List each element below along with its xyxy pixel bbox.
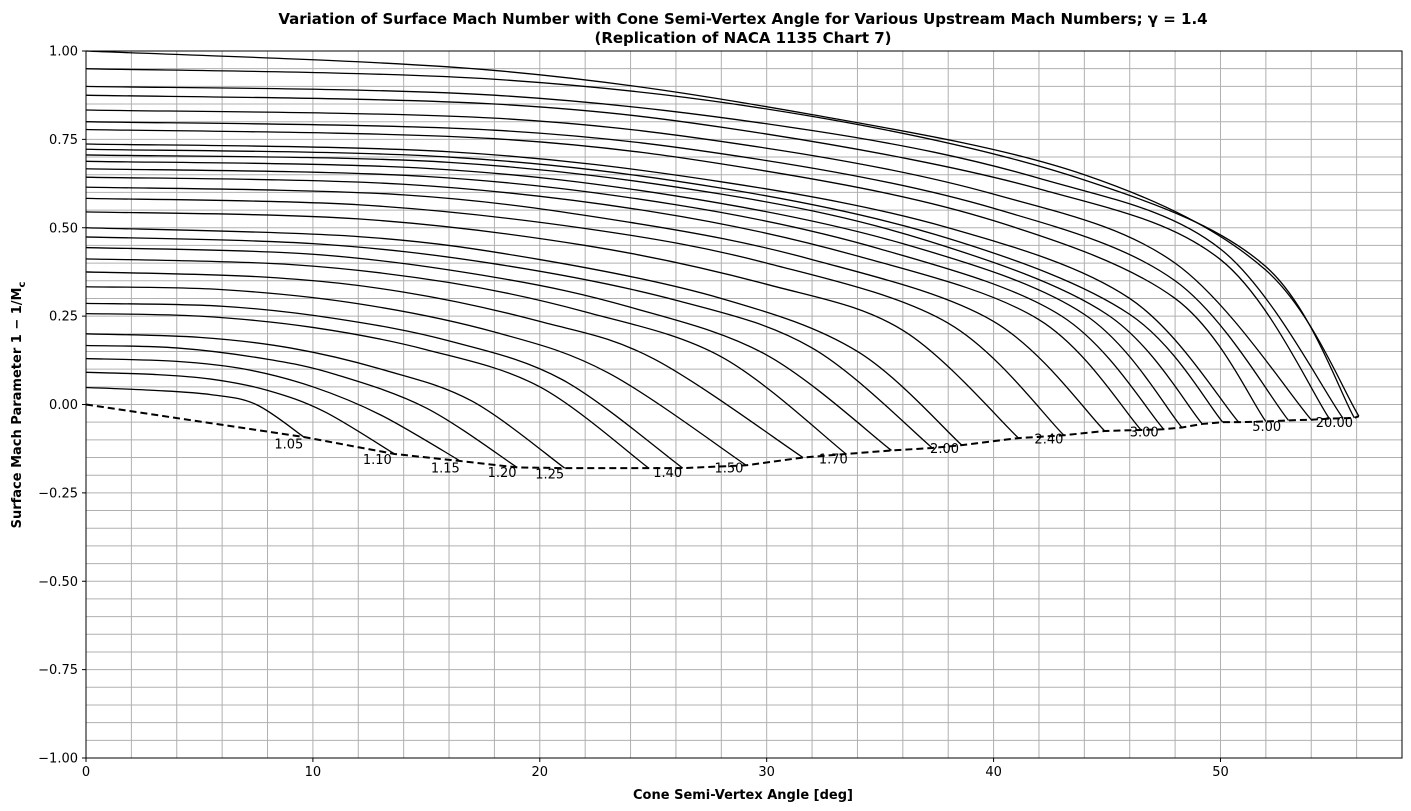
y-tick-label: 0.50 [49, 221, 78, 236]
x-tick-label: 40 [985, 765, 1002, 780]
y-tick-label: −0.50 [38, 575, 78, 590]
y-axis-label-sub: c [17, 282, 28, 288]
curve-label: 5.00 [1252, 420, 1281, 435]
series-line-13 [85, 211, 1019, 439]
series-line-6 [85, 302, 684, 469]
series-line-17 [85, 168, 1165, 430]
series-line-19 [85, 154, 1203, 425]
y-tick-label: 1.00 [49, 45, 78, 60]
x-tick-label: 0 [82, 765, 90, 780]
series-line-25 [85, 94, 1330, 420]
curve-label: 1.05 [274, 438, 303, 453]
series-line-9 [85, 258, 847, 455]
y-tick-label: 0.00 [49, 398, 78, 413]
y-tick-label: 0.25 [49, 310, 78, 325]
chart-title-line1: Variation of Surface Mach Number with Co… [278, 10, 1207, 28]
y-tick-label: −0.25 [38, 486, 78, 501]
curve-label: 1.40 [653, 466, 682, 481]
series-line-28 [85, 50, 1360, 417]
curve-label: 1.50 [715, 462, 744, 477]
series-line-14 [85, 197, 1065, 436]
series-line-16 [85, 176, 1142, 431]
series-line-2 [85, 357, 461, 462]
x-tick-label: 20 [532, 765, 549, 780]
series-line-27 [85, 68, 1355, 419]
series-line-24 [85, 109, 1312, 421]
curve-label: 3.00 [1130, 425, 1159, 440]
series-line-7 [85, 286, 747, 466]
curve-label: 2.00 [930, 442, 959, 457]
y-tick-label: 0.75 [49, 133, 78, 148]
series-line-21 [85, 143, 1240, 423]
series-line-5 [85, 313, 650, 469]
x-tick-label: 50 [1212, 765, 1229, 780]
series-line-15 [85, 186, 1106, 432]
curve-label: 1.25 [535, 468, 564, 483]
series-group [85, 50, 1360, 469]
x-tick-label: 30 [758, 765, 775, 780]
series-line-3 [85, 344, 518, 468]
series-line-12 [85, 227, 963, 446]
series-line-4 [85, 333, 566, 469]
series-line-0 [85, 386, 305, 438]
x-axis-label: Cone Semi-Vertex Angle [deg] [633, 788, 853, 803]
tick-group: 0 10 20 30 40 50 −1.00 −0.75 −0.50 −0.25 0.00 0.25 0… [38, 45, 1229, 781]
y-tick-label: −0.75 [38, 663, 78, 678]
curve-label: 1.20 [488, 466, 517, 481]
x-tick-label: 10 [305, 765, 322, 780]
series-line-20 [85, 148, 1224, 423]
series-line-10 [85, 246, 892, 451]
curve-label: 1.70 [819, 453, 848, 468]
series-line-26 [85, 85, 1344, 419]
curve-label: 2.40 [1034, 432, 1063, 447]
curve-label: 20.00 [1316, 416, 1353, 431]
y-axis-label-main: Surface Mach Parameter 1 − 1/M [10, 288, 25, 529]
y-axis-label: Surface Mach Parameter 1 − 1/Mc [10, 282, 28, 529]
series-line-11 [85, 236, 933, 449]
series-line-1 [85, 371, 395, 455]
curve-label-group: 1.05 1.10 1.15 1.20 1.25 1.40 1.50 1.70 2.00 2.40… [274, 416, 1353, 483]
series-line-23 [85, 121, 1290, 421]
limit-line [85, 403, 1360, 470]
chart-title-line2: (Replication of NACA 1135 Chart 7) [594, 29, 891, 47]
curve-label: 1.15 [431, 461, 460, 476]
curve-label: 1.10 [363, 453, 392, 468]
series-line-8 [85, 271, 804, 459]
series-line-18 [85, 160, 1183, 428]
y-tick-label: −1.00 [38, 752, 78, 767]
series-line-22 [85, 128, 1267, 422]
